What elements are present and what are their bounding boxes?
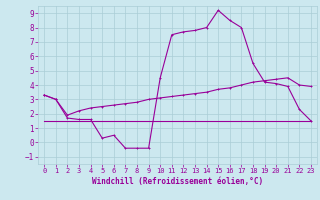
X-axis label: Windchill (Refroidissement éolien,°C): Windchill (Refroidissement éolien,°C): [92, 177, 263, 186]
